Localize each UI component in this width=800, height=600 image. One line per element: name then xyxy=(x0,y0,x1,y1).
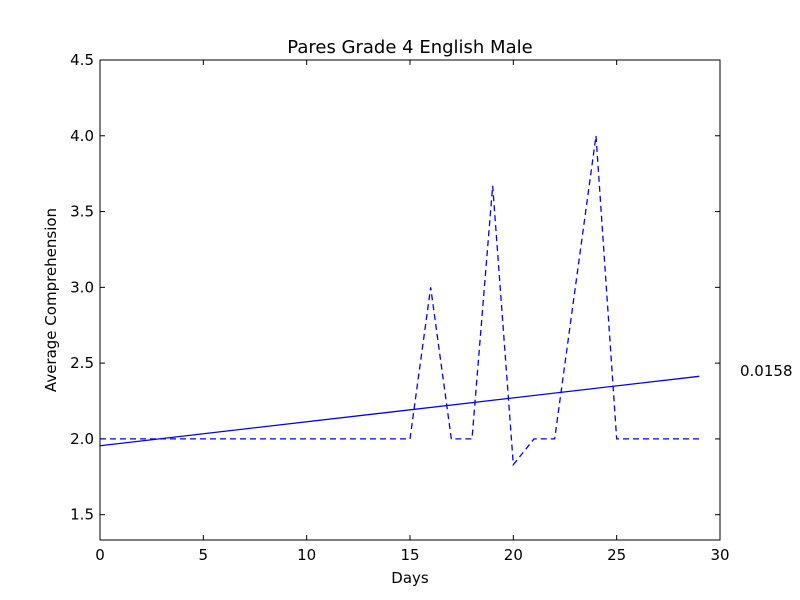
axis-ticks: 0 5 10 15 20 25 30 1.5 2.0 2.5 3.0 3.5 4.0 4.5 xyxy=(70,51,729,564)
chart-title: Pares Grade 4 English Male xyxy=(287,37,532,58)
trend-line xyxy=(99,375,700,447)
slope-annotation: 0.0158 xyxy=(740,362,793,380)
y-tick-label: 3.0 xyxy=(70,278,94,296)
series-layer xyxy=(99,135,700,467)
plot-frame xyxy=(99,59,721,541)
x-axis-label: Days xyxy=(391,569,429,587)
x-tick-label: 20 xyxy=(504,546,523,564)
y-tick-label: 4.0 xyxy=(70,127,94,145)
y-tick-label: 2.0 xyxy=(70,430,94,448)
x-tick-label: 30 xyxy=(710,546,729,564)
x-tick-label: 0 xyxy=(95,546,105,564)
y-tick-label: 3.5 xyxy=(70,203,94,221)
y-tick-label: 1.5 xyxy=(70,506,94,524)
x-tick-label: 10 xyxy=(297,546,316,564)
dashed-series-line xyxy=(100,135,700,467)
y-tick-label: 4.5 xyxy=(70,51,94,69)
x-tick-label: 5 xyxy=(199,546,209,564)
x-tick-label: 15 xyxy=(400,546,419,564)
x-tick-label: 25 xyxy=(607,546,626,564)
y-tick-label: 2.5 xyxy=(70,354,94,372)
y-axis-label: Average Comprehension xyxy=(42,208,60,392)
